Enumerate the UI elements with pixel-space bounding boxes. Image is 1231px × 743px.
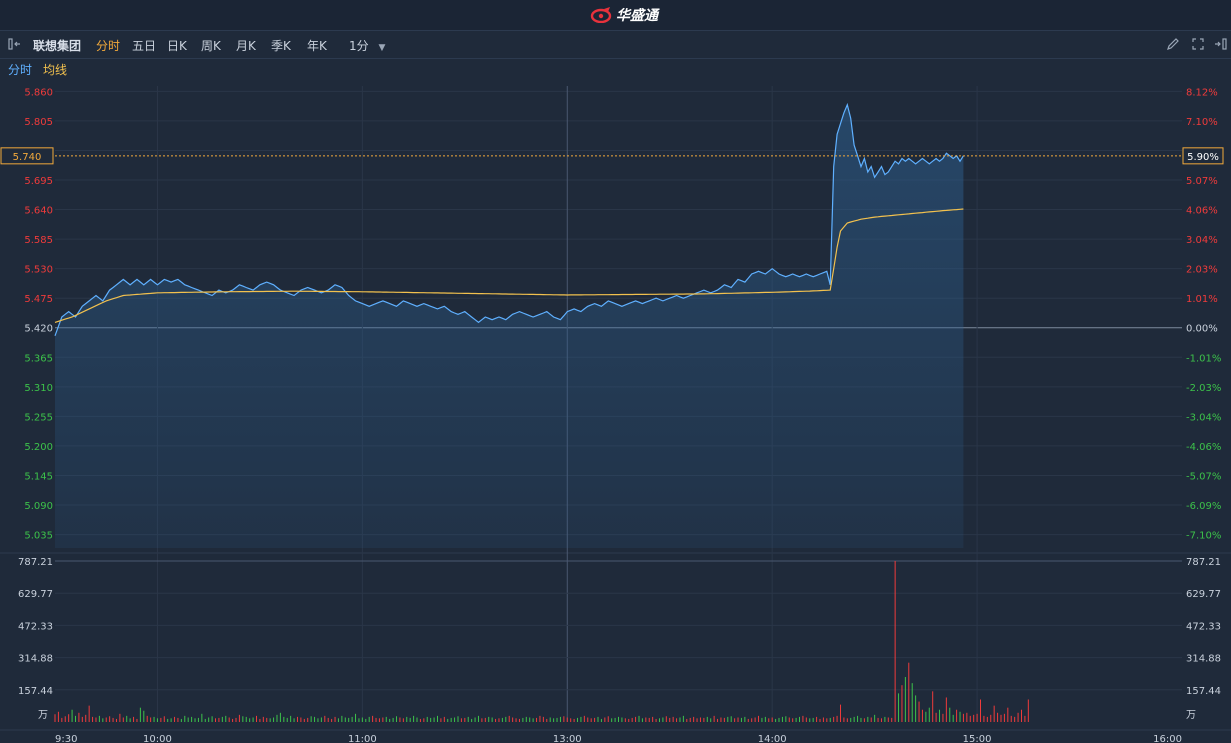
- chart-legend: 分时 均线: [0, 59, 1231, 77]
- pct-tick-label: 4.06%: [1186, 206, 1218, 217]
- time-tick-label: 14:00: [758, 734, 787, 743]
- pct-tick-label: 1.01%: [1186, 294, 1218, 305]
- time-tick-label: 10:00: [143, 734, 172, 743]
- interval-value: 1分: [349, 39, 369, 53]
- time-tick-label: 9:30: [55, 734, 77, 743]
- collapse-left-icon[interactable]: [8, 37, 22, 51]
- tab-daily-k[interactable]: 日K: [167, 39, 187, 53]
- price-tick-label: 5.805: [24, 117, 53, 128]
- current-pct-box: [1182, 147, 1224, 165]
- time-tick-label: 16:00: [1153, 734, 1182, 743]
- price-tick-label: 5.035: [24, 531, 53, 542]
- stock-name: 联想集团: [33, 39, 82, 53]
- current-price-label: 5.740: [13, 152, 42, 163]
- volume-tick-label: 629.77: [1186, 589, 1221, 600]
- price-area: [55, 104, 964, 549]
- chart-toolbar: 联想集团 分时 五日 日K 周K 月K 季K 年K 1分 ▼: [0, 31, 1231, 59]
- volume-tick-label: 157.44: [1186, 686, 1221, 697]
- time-tick-label: 11:00: [348, 734, 377, 743]
- pct-tick-label: -5.07%: [1186, 471, 1221, 482]
- price-tick-label: 5.695: [24, 176, 53, 187]
- pct-tick-label: -4.06%: [1186, 442, 1221, 453]
- pct-tick-label: 0.00%: [1186, 324, 1218, 335]
- chevron-down-icon: ▼: [378, 43, 386, 53]
- volume-tick-label: 472.33: [18, 621, 53, 632]
- pct-tick-label: -1.01%: [1186, 353, 1221, 364]
- price-tick-label: 5.475: [24, 294, 53, 305]
- intraday-chart[interactable]: 5.8608.12%5.8057.10%5.7506.09%5.6955.07%…: [0, 78, 1231, 743]
- tab-yearly-k[interactable]: 年K: [307, 39, 327, 53]
- pct-tick-label: -2.03%: [1186, 383, 1221, 394]
- pct-tick-label: -3.04%: [1186, 412, 1221, 423]
- current-price-box: [0, 147, 54, 165]
- price-tick-label: 5.200: [24, 442, 53, 453]
- volume-tick-label: 629.77: [18, 589, 53, 600]
- price-tick-label: 5.310: [24, 383, 53, 394]
- volume-unit-label: 万: [38, 710, 48, 721]
- legend-avg-line: 均线: [43, 63, 68, 77]
- collapse-right-icon[interactable]: [1213, 37, 1227, 51]
- price-tick-label: 5.530: [24, 265, 53, 276]
- brand-logo-icon: [590, 7, 612, 23]
- volume-tick-label: 157.44: [18, 686, 53, 697]
- volume-tick-label: 787.21: [18, 557, 53, 568]
- tab-quarterly-k[interactable]: 季K: [271, 39, 291, 53]
- price-tick-label: 5.365: [24, 353, 53, 364]
- draw-pencil-icon[interactable]: [1166, 37, 1180, 51]
- pct-tick-label: 3.04%: [1186, 235, 1218, 246]
- time-tick-label: 15:00: [963, 734, 992, 743]
- interval-select[interactable]: 1分 ▼: [349, 37, 385, 54]
- price-tick-label: 5.585: [24, 235, 53, 246]
- pct-tick-label: 2.03%: [1186, 265, 1218, 276]
- price-line: [54, 102, 964, 337]
- tab-weekly-k[interactable]: 周K: [201, 39, 221, 53]
- tab-monthly-k[interactable]: 月K: [236, 39, 256, 53]
- pct-tick-label: -7.10%: [1186, 531, 1221, 542]
- volume-tick-label: 314.88: [18, 654, 53, 665]
- price-tick-label: 5.420: [24, 324, 53, 335]
- brand: 华盛通: [590, 6, 658, 24]
- current-pct-label: 5.90%: [1187, 152, 1219, 163]
- volume-tick-label: 314.88: [1186, 654, 1221, 665]
- tab-intraday[interactable]: 分时: [96, 39, 121, 53]
- volume-unit-label: 万: [1186, 710, 1196, 721]
- price-tick-label: 5.090: [24, 501, 53, 512]
- brand-name: 华盛通: [616, 8, 658, 24]
- volume-tick-label: 787.21: [1186, 557, 1221, 568]
- pct-tick-label: 7.10%: [1186, 117, 1218, 128]
- time-tick-label: 13:00: [553, 734, 582, 743]
- app-header: 华盛通: [0, 0, 1231, 31]
- pct-tick-label: -6.09%: [1186, 501, 1221, 512]
- pct-tick-label: 5.07%: [1186, 176, 1218, 187]
- legend-price-line: 分时: [8, 63, 33, 77]
- pct-tick-label: 8.12%: [1186, 87, 1218, 98]
- price-tick-label: 5.255: [24, 412, 53, 423]
- price-tick-label: 5.145: [24, 471, 53, 482]
- volume-tick-label: 472.33: [1186, 621, 1221, 632]
- price-tick-label: 5.640: [24, 206, 53, 217]
- tab-five-day[interactable]: 五日: [132, 39, 157, 53]
- price-tick-label: 5.860: [24, 87, 53, 98]
- avg-line: [54, 208, 964, 323]
- fullscreen-icon[interactable]: [1191, 37, 1205, 51]
